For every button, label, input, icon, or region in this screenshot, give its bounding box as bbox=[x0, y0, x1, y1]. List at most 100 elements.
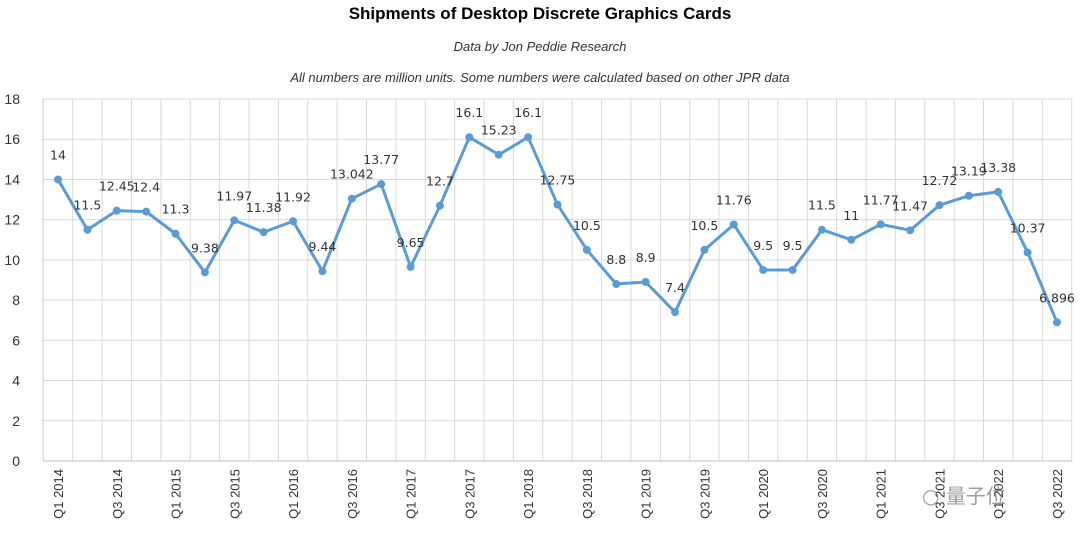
data-label: 11.76 bbox=[716, 192, 752, 207]
data-label: 11.38 bbox=[246, 200, 282, 215]
x-tick-label: Q1 2022 bbox=[991, 469, 1006, 519]
data-point bbox=[906, 226, 915, 235]
data-label: 12.75 bbox=[540, 173, 576, 188]
data-point bbox=[729, 220, 738, 229]
y-tick-label: 10 bbox=[4, 252, 20, 268]
y-tick-label: 6 bbox=[12, 332, 20, 348]
chart-subtitle: Data by Jon Peddie Research bbox=[453, 39, 627, 54]
data-point bbox=[54, 175, 62, 184]
data-label: 7.4 bbox=[665, 280, 685, 295]
data-label: 15.23 bbox=[481, 123, 517, 138]
data-label: 6.896 bbox=[1039, 290, 1075, 305]
x-tick-label: Q1 2015 bbox=[169, 469, 184, 519]
data-label: 10.37 bbox=[1010, 220, 1046, 235]
watermark: ○ 量子位 bbox=[922, 480, 1006, 509]
data-point bbox=[876, 220, 885, 229]
data-label: 10.5 bbox=[573, 218, 601, 233]
data-label: 11.5 bbox=[73, 198, 101, 213]
data-point bbox=[1053, 318, 1061, 327]
data-label: 13.042 bbox=[330, 167, 374, 182]
data-point bbox=[318, 267, 327, 276]
x-tick-label: Q3 2018 bbox=[580, 469, 595, 519]
data-point bbox=[142, 207, 151, 216]
data-label: 11.5 bbox=[808, 198, 836, 213]
data-label: 8.8 bbox=[606, 252, 626, 267]
data-label: 11 bbox=[843, 208, 859, 223]
x-tick-label: Q3 2017 bbox=[462, 469, 477, 519]
data-label: 10.5 bbox=[690, 218, 718, 233]
data-label: 12.4 bbox=[132, 180, 160, 195]
y-tick-label: 16 bbox=[4, 131, 20, 147]
data-point bbox=[171, 229, 180, 238]
data-point bbox=[200, 268, 209, 277]
data-point bbox=[347, 194, 356, 203]
data-label: 9.5 bbox=[753, 238, 773, 253]
data-label: 11.3 bbox=[162, 202, 190, 217]
data-point bbox=[817, 225, 826, 234]
data-point bbox=[788, 265, 797, 274]
wechat-icon: ○ bbox=[922, 484, 940, 508]
x-tick-label: Q1 2017 bbox=[404, 469, 419, 519]
data-label: 12.45 bbox=[99, 179, 135, 194]
data-label: 9.38 bbox=[191, 240, 219, 255]
data-label: 11.77 bbox=[863, 192, 899, 207]
y-tick-label: 8 bbox=[12, 292, 20, 308]
data-point bbox=[935, 201, 944, 210]
y-tick-label: 0 bbox=[12, 453, 20, 469]
data-point bbox=[994, 187, 1003, 196]
data-point bbox=[671, 308, 680, 317]
data-point bbox=[83, 225, 92, 234]
data-point bbox=[847, 235, 856, 244]
y-tick-label: 18 bbox=[4, 91, 20, 107]
x-tick-label: Q1 2019 bbox=[639, 469, 654, 519]
data-point bbox=[641, 278, 650, 287]
data-point bbox=[230, 216, 239, 225]
y-tick-label: 2 bbox=[12, 413, 20, 429]
chart-note: All numbers are million units. Some numb… bbox=[290, 70, 790, 85]
data-point bbox=[553, 200, 562, 209]
y-tick-label: 14 bbox=[4, 171, 20, 187]
data-point bbox=[112, 206, 121, 215]
data-point bbox=[406, 262, 415, 271]
data-point bbox=[259, 228, 268, 237]
data-label: 8.9 bbox=[636, 250, 656, 265]
data-label: 9.44 bbox=[309, 239, 337, 254]
chart-title: Shipments of Desktop Discrete Graphics C… bbox=[348, 4, 732, 23]
data-label: 13.77 bbox=[363, 152, 399, 167]
x-tick-label: Q3 2015 bbox=[227, 469, 242, 519]
data-point bbox=[964, 191, 973, 200]
y-tick-label: 12 bbox=[4, 212, 20, 228]
data-label: 11.97 bbox=[216, 188, 252, 203]
axis-layer: 0 2 4 6 8 10 12 14 16 18 Q1 2014 Q3 2014 Q1 2015 Q3 2… bbox=[4, 91, 1072, 519]
watermark-text: 量子位 bbox=[945, 484, 1006, 508]
data-point bbox=[377, 180, 386, 189]
x-tick-label: Q1 2021 bbox=[874, 469, 889, 519]
data-label: 11.47 bbox=[892, 198, 928, 213]
x-tick-label: Q3 2021 bbox=[932, 469, 947, 519]
data-point bbox=[582, 245, 591, 254]
data-point bbox=[465, 133, 474, 142]
y-tick-label: 4 bbox=[12, 373, 20, 389]
data-label: 13.38 bbox=[980, 160, 1016, 175]
data-point bbox=[700, 245, 709, 254]
data-point bbox=[435, 201, 444, 210]
data-label: 12.72 bbox=[922, 173, 958, 188]
data-point bbox=[1023, 248, 1032, 257]
x-tick-label: Q3 2014 bbox=[110, 469, 125, 519]
data-label: 12.7 bbox=[426, 174, 454, 189]
x-tick-label: Q3 2016 bbox=[345, 469, 360, 519]
x-tick-label: Q3 2019 bbox=[697, 469, 712, 519]
data-point bbox=[759, 265, 768, 274]
data-point bbox=[494, 150, 503, 159]
data-label: 16.1 bbox=[455, 105, 483, 120]
data-label: 9.65 bbox=[397, 235, 425, 250]
x-tick-label: Q1 2014 bbox=[51, 469, 66, 519]
data-label: 13.19 bbox=[951, 164, 987, 179]
data-label: 16.1 bbox=[514, 105, 542, 120]
data-label: 14 bbox=[50, 147, 66, 162]
grid-layer bbox=[42, 98, 1073, 462]
data-point bbox=[524, 133, 533, 142]
x-tick-label: Q1 2016 bbox=[286, 469, 301, 519]
